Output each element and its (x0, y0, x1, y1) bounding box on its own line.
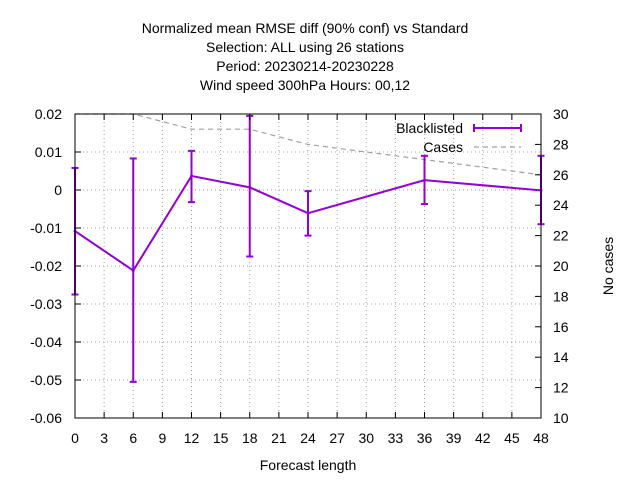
y2-tick-label: 30 (553, 106, 569, 122)
data-point (423, 178, 426, 182)
y-tick-label: -0.02 (30, 258, 62, 274)
chart-title: Normalized mean RMSE diff (90% conf) vs … (142, 20, 469, 93)
grid-lines (75, 114, 541, 418)
y-tick-label: -0.05 (30, 372, 62, 388)
cases-line (75, 113, 542, 176)
x-tick-label: 18 (242, 430, 258, 446)
y2-tick-label: 26 (553, 167, 569, 183)
y-tick-label: 0.01 (35, 144, 62, 160)
y-tick-label: -0.03 (30, 296, 62, 312)
x-tick-label: 15 (213, 430, 229, 446)
y2-axis-label: No cases (600, 237, 616, 295)
y2-tick-label: 16 (553, 319, 569, 335)
y2-tick-label: 22 (553, 228, 569, 244)
x-tick-label: 12 (184, 430, 200, 446)
y2-tick-label: 14 (553, 349, 569, 365)
title-line: Wind speed 300hPa Hours: 00,12 (200, 77, 410, 93)
x-tick-label: 36 (417, 430, 433, 446)
x-tick-label: 30 (358, 430, 374, 446)
data-point (131, 269, 135, 273)
data-point (306, 211, 310, 215)
y-tick-label: -0.04 (30, 334, 62, 350)
data-point (248, 185, 252, 189)
x-tick-label: 6 (129, 430, 137, 446)
legend-label: Cases (423, 139, 463, 155)
y-tick-label: -0.01 (30, 220, 62, 236)
x-tick-label: 27 (329, 430, 345, 446)
title-line: Selection: ALL using 26 stations (206, 39, 404, 55)
x-tick-label: 42 (475, 430, 491, 446)
y2-tick-label: 24 (553, 197, 569, 213)
x-tick-label: 45 (504, 430, 520, 446)
title-line: Normalized mean RMSE diff (90% conf) vs … (142, 20, 469, 36)
y2-tick-label: 20 (553, 258, 569, 274)
x-tick-labels: 0 3 6 9 12 15 18 21 24 27 30 33 36 39 42 45 48 (71, 430, 549, 446)
x-tick-label: 21 (271, 430, 287, 446)
y2-tick-label: 12 (553, 380, 569, 396)
y-tick-labels: 0.02 0.01 0 -0.01 -0.02 -0.03 -0.04 -0.05 -0.06 (30, 106, 62, 426)
y2-tick-label: 18 (553, 288, 569, 304)
x-tick-label: 33 (388, 430, 404, 446)
x-axis-label: Forecast length (260, 457, 357, 473)
y-tick-label: -0.06 (30, 410, 62, 426)
legend-label: Blacklisted (396, 120, 463, 136)
axis-ticks (74, 113, 542, 419)
x-tick-label: 24 (300, 430, 316, 446)
y-tick-label: 0 (54, 182, 62, 198)
legend: Blacklisted Cases (396, 120, 522, 155)
data-point (190, 174, 193, 178)
y-tick-label: 0.02 (35, 106, 62, 122)
x-tick-label: 3 (100, 430, 108, 446)
x-tick-label: 39 (446, 430, 462, 446)
y2-tick-labels: 30 28 26 24 22 20 18 16 14 12 10 (553, 106, 569, 426)
title-line: Period: 20230214-20230228 (216, 58, 394, 74)
x-tick-label: 48 (533, 430, 549, 446)
x-tick-label: 9 (158, 430, 166, 446)
y2-tick-label: 10 (553, 410, 569, 426)
cases-series (75, 113, 542, 176)
x-tick-label: 0 (71, 430, 79, 446)
y2-tick-label: 28 (553, 136, 569, 152)
